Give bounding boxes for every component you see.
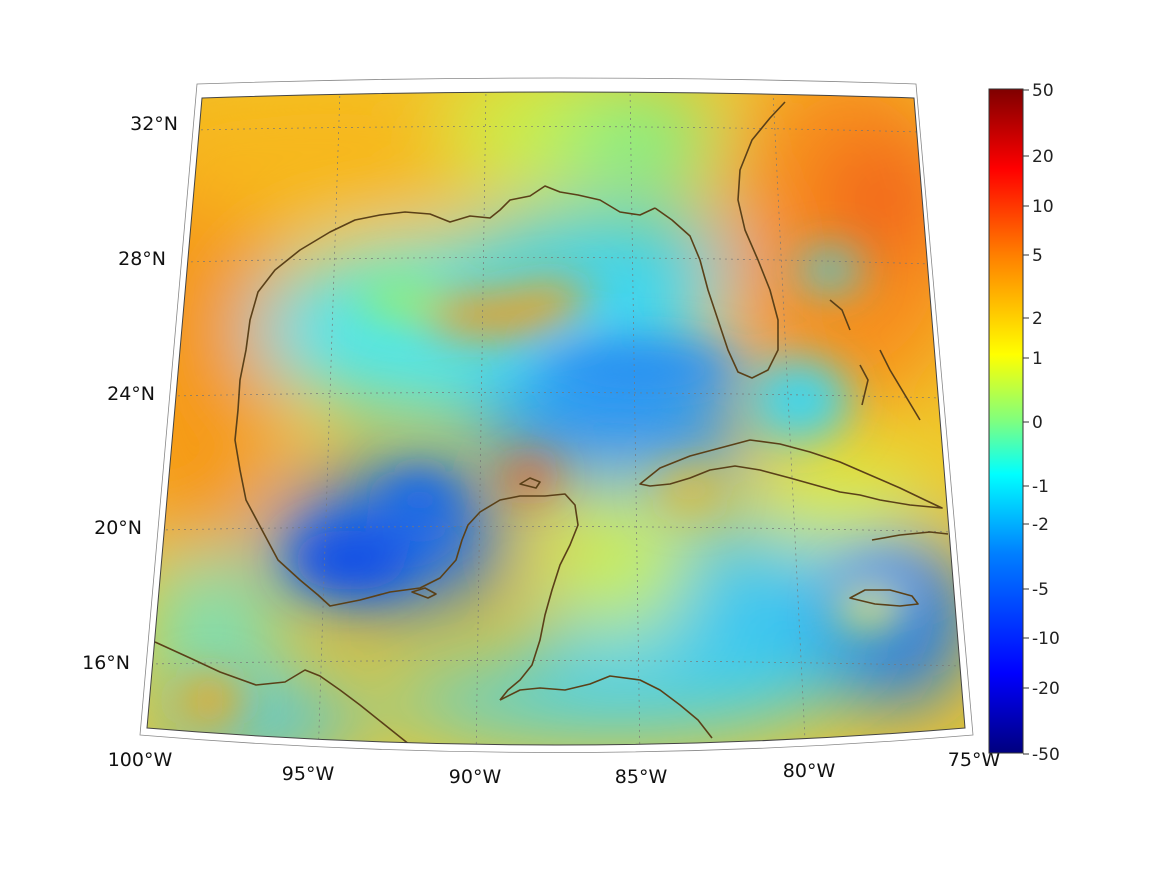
- colorbar-tick-label: 1: [1032, 349, 1043, 369]
- data-field: [147, 92, 965, 745]
- lat-label-28n: 28°N: [118, 248, 166, 270]
- lon-label-80w: 80°W: [783, 760, 836, 782]
- colorbar-tick-label: -20: [1032, 679, 1060, 699]
- colorbar-tick-label: 20: [1032, 147, 1054, 167]
- colorbar-tick-label: 2: [1032, 309, 1043, 329]
- colorbar-tick-label: -1: [1032, 477, 1049, 497]
- lat-label-24n: 24°N: [107, 383, 155, 405]
- lon-label-85w: 85°W: [615, 766, 668, 788]
- map-frame: [139, 77, 974, 753]
- colorbar-tick-label: 50: [1032, 81, 1054, 101]
- colorbar-tick-label: 10: [1032, 197, 1054, 217]
- lon-label-75w: 75°W: [948, 749, 1001, 771]
- latitude-labels: 32°N 28°N 24°N 20°N 16°N: [82, 113, 178, 674]
- colorbar-tick-label: -10: [1032, 629, 1060, 649]
- graticule: [149, 92, 963, 745]
- colorbar-tick-label: -50: [1032, 745, 1060, 765]
- coastlines: [154, 101, 949, 745]
- colorbar-tick-label: 5: [1032, 246, 1043, 266]
- longitude-labels: 100°W 95°W 90°W 85°W 80°W 75°W: [108, 749, 1001, 788]
- colorbar-gradient: [989, 89, 1023, 753]
- lat-label-20n: 20°N: [94, 517, 142, 539]
- colorbar-tick-label: -5: [1032, 580, 1049, 600]
- colorbar-tick-label: 0: [1032, 413, 1043, 433]
- lat-label-32n: 32°N: [130, 113, 178, 135]
- lon-label-100w: 100°W: [108, 749, 173, 771]
- lat-label-16n: 16°N: [82, 652, 130, 674]
- lon-label-90w: 90°W: [449, 766, 502, 788]
- lon-label-95w: 95°W: [282, 763, 335, 785]
- colorbar-tick-label: -2: [1032, 515, 1049, 535]
